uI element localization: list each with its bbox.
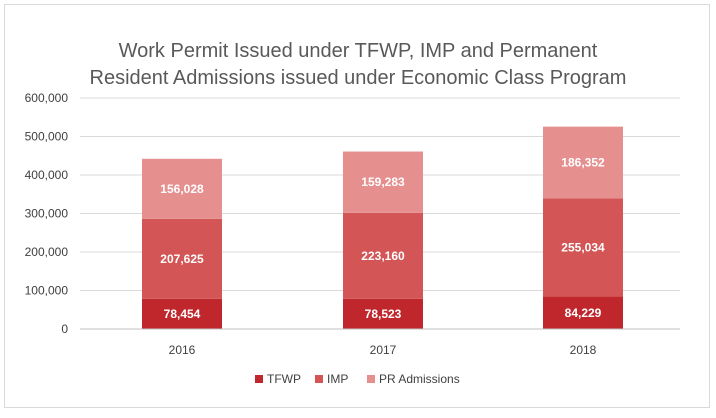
chart-title: Work Permit Issued under TFWP, IMP and P… [90,40,627,89]
chart-title-line-2: Resident Admissions issued under Economi… [90,67,627,89]
bar-segment-pr-admissions [142,158,222,219]
legend-swatch [255,375,263,383]
x-tick-label: 2016 [169,343,196,357]
bars: 78,454 207,625 156,028 78,523 223,160 159,283… [142,126,623,329]
legend-label: TFWP [267,372,301,386]
bar-segment-imp [142,218,222,299]
y-tick-label: 0 [61,322,68,336]
x-axis: 2016 2017 2018 [80,328,680,357]
legend: TFWP IMP PR Admissions [255,372,460,386]
data-label: 156,028 [160,182,204,196]
data-label: 84,229 [565,306,602,320]
bar-segment-pr-admissions [343,151,423,213]
y-tick-label: 500,000 [25,130,69,144]
bar-segment-imp [343,212,423,299]
data-label: 78,454 [164,307,201,321]
data-label: 159,283 [361,175,405,189]
y-tick-label: 300,000 [25,207,69,221]
bar-segment-tfwp [142,298,222,329]
x-tick-label: 2018 [570,343,597,357]
bar-segment-imp [543,198,623,297]
y-tick-label: 100,000 [25,284,69,298]
y-axis: 0 100,000 200,000 300,000 400,000 500,000 600,… [25,91,69,336]
bar-segment-pr-admissions [543,126,623,199]
data-label: 186,352 [561,156,605,170]
y-tick-label: 200,000 [25,245,69,259]
data-label: 78,523 [365,307,402,321]
legend-label: PR Admissions [379,372,460,386]
legend-swatch [367,375,375,383]
y-tick-label: 400,000 [25,168,69,182]
legend-swatch [315,375,323,383]
bar-segment-tfwp [343,298,423,329]
data-label: 207,625 [160,252,204,266]
bar-segment-tfwp [543,296,623,329]
data-label: 223,160 [361,249,405,263]
y-tick-label: 600,000 [25,91,69,105]
legend-label: IMP [327,372,348,386]
chart-title-line-1: Work Permit Issued under TFWP, IMP and P… [119,40,598,62]
data-label: 255,034 [561,240,605,254]
x-tick-label: 2017 [370,343,397,357]
